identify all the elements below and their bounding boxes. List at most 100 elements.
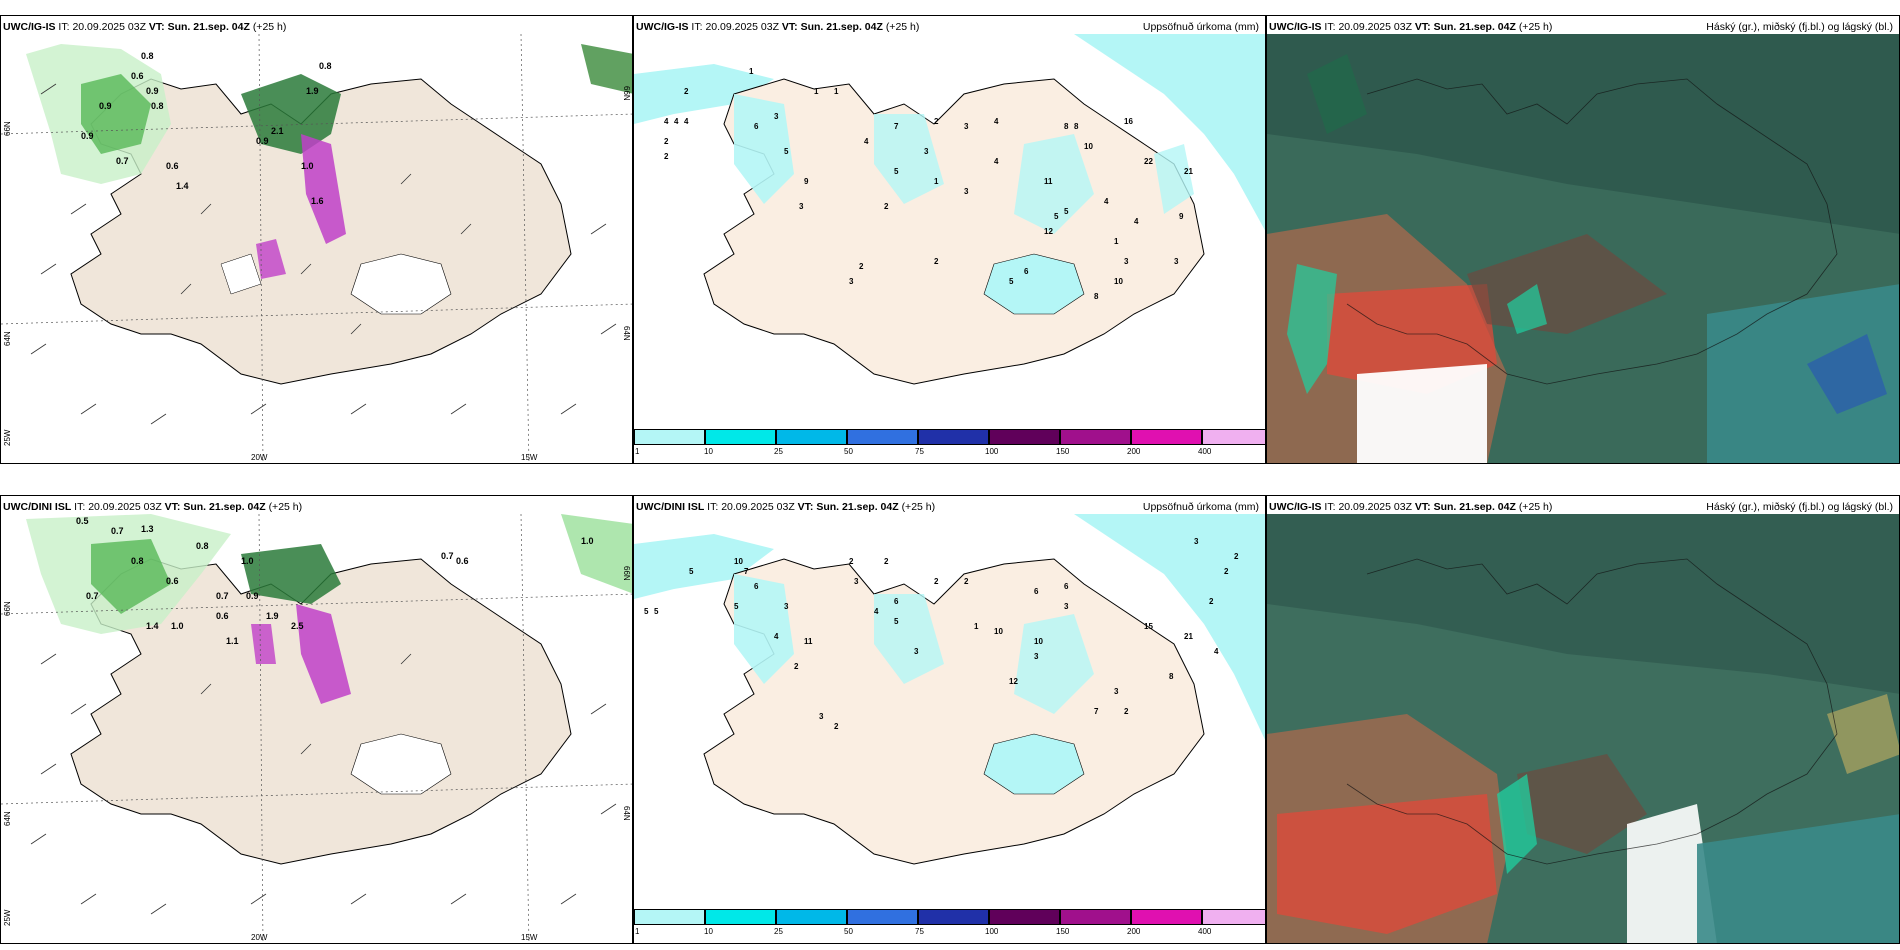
panel-title: Háský (gr.), miðský (fj.bl.) og lágský (…	[1706, 501, 1893, 513]
svg-text:9: 9	[804, 177, 809, 186]
svg-text:11: 11	[804, 637, 813, 646]
colorbar-segment	[1131, 909, 1202, 925]
colorbar-segment	[634, 429, 705, 445]
svg-text:0.9: 0.9	[99, 101, 112, 111]
svg-text:12: 12	[1044, 227, 1053, 236]
colorbar-segment	[1060, 429, 1131, 445]
svg-text:3: 3	[924, 147, 929, 156]
svg-text:1.9: 1.9	[306, 86, 319, 96]
svg-text:3: 3	[1174, 257, 1179, 266]
svg-text:5: 5	[1009, 277, 1014, 286]
svg-text:1.0: 1.0	[301, 161, 314, 171]
svg-text:3: 3	[1114, 687, 1119, 696]
svg-text:5: 5	[644, 607, 649, 616]
svg-text:1: 1	[814, 87, 819, 96]
panel-header: UWC/IG-IS IT: 20.09.2025 03Z VT: Sun. 21…	[1269, 501, 1553, 513]
svg-text:16: 16	[1124, 117, 1133, 126]
svg-text:4: 4	[774, 632, 779, 641]
svg-text:4: 4	[1134, 217, 1139, 226]
svg-text:5: 5	[1064, 207, 1069, 216]
svg-text:10: 10	[1114, 277, 1123, 286]
svg-text:2: 2	[664, 152, 669, 161]
colorbar-segment	[989, 429, 1060, 445]
svg-text:2.1: 2.1	[271, 126, 284, 136]
precip-colorbar: 1 10 25 50 75 100 150 200 400	[634, 429, 1265, 457]
svg-text:0.8: 0.8	[141, 51, 154, 61]
svg-text:21: 21	[1184, 632, 1193, 641]
svg-text:2: 2	[934, 257, 939, 266]
lon-label-20w: 20W	[251, 933, 268, 942]
svg-text:0.6: 0.6	[131, 71, 144, 81]
svg-text:0.6: 0.6	[216, 611, 229, 621]
svg-text:7: 7	[1094, 707, 1099, 716]
colorbar-tick: 1	[635, 927, 640, 936]
svg-text:4: 4	[994, 157, 999, 166]
svg-text:3: 3	[819, 712, 824, 721]
svg-text:3: 3	[964, 187, 969, 196]
svg-text:2: 2	[964, 577, 969, 586]
svg-text:0.9: 0.9	[256, 136, 269, 146]
svg-text:4: 4	[1214, 647, 1219, 656]
svg-text:2: 2	[884, 557, 889, 566]
svg-text:8: 8	[1169, 672, 1174, 681]
svg-text:1: 1	[974, 622, 979, 631]
svg-text:3: 3	[1194, 537, 1199, 546]
svg-text:10: 10	[1034, 637, 1043, 646]
svg-text:5: 5	[784, 147, 789, 156]
svg-text:2: 2	[684, 87, 689, 96]
svg-text:2: 2	[934, 117, 939, 126]
svg-text:12: 12	[1009, 677, 1018, 686]
svg-text:3: 3	[784, 602, 789, 611]
colorbar-segment	[776, 429, 847, 445]
svg-text:0.6: 0.6	[166, 161, 179, 171]
colorbar-tick: 400	[1198, 447, 1212, 456]
colorbar-segment	[634, 909, 705, 925]
svg-text:2: 2	[794, 662, 799, 671]
svg-text:4: 4	[684, 117, 689, 126]
svg-text:0.7: 0.7	[86, 591, 99, 601]
svg-text:5: 5	[894, 167, 899, 176]
svg-text:2: 2	[1209, 597, 1214, 606]
svg-text:21: 21	[1184, 167, 1193, 176]
svg-text:1: 1	[1114, 237, 1119, 246]
svg-text:3: 3	[799, 202, 804, 211]
svg-text:0.7: 0.7	[216, 591, 229, 601]
svg-text:0.8: 0.8	[196, 541, 209, 551]
svg-text:6: 6	[754, 122, 759, 131]
svg-text:2: 2	[664, 137, 669, 146]
svg-text:0.7: 0.7	[116, 156, 129, 166]
lat-label-66n: 66N	[3, 601, 12, 616]
svg-text:22: 22	[1144, 157, 1153, 166]
svg-text:4: 4	[864, 137, 869, 146]
svg-text:5: 5	[1054, 212, 1059, 221]
svg-text:11: 11	[1044, 177, 1053, 186]
lat-label-66n-right: 66N	[622, 86, 631, 101]
svg-text:8: 8	[1064, 122, 1069, 131]
colorbar-tick: 200	[1127, 447, 1141, 456]
precip-colorbar: 1 10 25 50 75 100 150 200 400	[634, 909, 1265, 937]
svg-text:0.9: 0.9	[146, 86, 159, 96]
colorbar-tick: 1	[635, 447, 640, 456]
svg-text:3: 3	[1124, 257, 1129, 266]
svg-text:2: 2	[884, 202, 889, 211]
svg-text:2: 2	[1224, 567, 1229, 576]
panel-title: Háský (gr.), miðský (fj.bl.) og lágský (…	[1706, 21, 1893, 33]
panel-header: UWC/DINI ISL IT: 20.09.2025 03Z VT: Sun.…	[3, 501, 303, 513]
svg-text:4: 4	[674, 117, 679, 126]
svg-text:0.8: 0.8	[131, 556, 144, 566]
wind-map-panel-top: UWC/IG-IS IT: 20.09.2025 03Z VT: Sun. 21…	[0, 15, 633, 464]
colorbar-segment	[989, 909, 1060, 925]
svg-text:0.9: 0.9	[81, 131, 94, 141]
panel-header: UWC/DINI ISL IT: 20.09.2025 03Z VT: Sun.…	[636, 501, 936, 513]
svg-text:3: 3	[1034, 652, 1039, 661]
svg-text:1.0: 1.0	[171, 621, 184, 631]
svg-text:1.0: 1.0	[581, 536, 594, 546]
lat-label-64n-right: 64N	[622, 326, 631, 341]
precip-map-panel-bottom: UWC/DINI ISL IT: 20.09.2025 03Z VT: Sun.…	[633, 495, 1266, 944]
wind-map-panel-bottom: UWC/DINI ISL IT: 20.09.2025 03Z VT: Sun.…	[0, 495, 633, 944]
svg-text:15: 15	[1144, 622, 1153, 631]
svg-text:0.7: 0.7	[441, 551, 454, 561]
svg-text:4: 4	[874, 607, 879, 616]
svg-text:0.8: 0.8	[151, 101, 164, 111]
svg-text:5: 5	[734, 602, 739, 611]
